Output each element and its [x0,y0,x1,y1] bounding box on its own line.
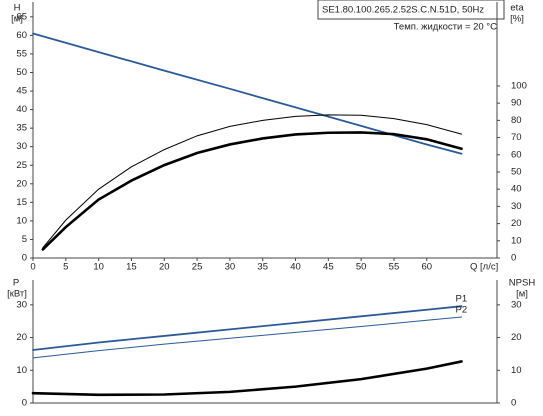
y-tick-label: 65 [16,11,27,22]
y2-label: NPSH [509,278,536,289]
x-tick-label: 0 [30,262,35,273]
y2-tick-label: 20 [511,332,522,343]
curve [42,114,463,249]
y-label: P [13,278,19,289]
x-tick-label: 45 [323,262,334,273]
y-tick-label: 45 [16,86,27,97]
y-tick-label: 35 [16,123,27,134]
x-tick-label: 10 [93,262,104,273]
curve [32,32,463,155]
series-label: P1 [456,294,468,305]
y-tick-label: 10 [16,215,27,226]
y2-tick-label: 100 [511,80,527,91]
y-tick-label: 0 [22,253,27,264]
y2-tick-label: 60 [511,149,522,160]
y-tick-label: 40 [16,104,27,115]
y-tick-label: 20 [16,178,27,189]
x-tick-label: 60 [421,262,432,273]
y-tick-label: 50 [16,67,27,78]
y-unit: [кВт] [7,289,27,300]
curve [41,131,463,251]
y-tick-label: 30 [16,141,27,152]
curve [32,305,463,351]
y2-tick-label: 70 [511,132,522,143]
y-tick-label: 30 [16,299,27,310]
y-tick-label: 60 [16,30,27,41]
y2-tick-label: 50 [511,166,522,177]
y-tick-label: 10 [16,365,27,376]
y2-tick-label: 10 [511,235,522,246]
y2-tick-label: 0 [511,398,516,409]
y-unit: [м] [11,14,23,25]
x-tick-label: 55 [389,262,400,273]
x-tick-label: 40 [290,262,301,273]
x-tick-label: 35 [257,262,268,273]
y-tick-label: 15 [16,197,27,208]
y2-tick-label: 10 [511,365,522,376]
title-box [317,0,505,20]
x-tick-label: 50 [356,262,367,273]
y-tick-label: 0 [22,398,27,409]
y2-tick-label: 80 [511,115,522,126]
y-tick-label: 25 [16,160,27,171]
y2-unit: [м] [516,289,528,300]
y-label: H [14,3,21,14]
y2-tick-label: 30 [511,299,522,310]
x-tick-label: 30 [225,262,236,273]
series-label: P2 [456,304,468,315]
y2-tick-label: 90 [511,98,522,109]
y2-tick-label: 20 [511,218,522,229]
x-tick-label: 5 [63,262,68,273]
y2-label: eta [510,3,524,14]
y-tick-label: 20 [16,332,27,343]
curve [31,360,463,397]
chart-title: SE1.80.100.265.2.52S.C.N.51D, 50Hz [322,5,484,16]
y2-tick-label: 0 [511,253,516,264]
y2-tick-label: 40 [511,184,522,195]
x-label: Q [л/с] [470,262,498,273]
y2-unit: [%] [510,14,524,25]
y-tick-label: 55 [16,48,27,59]
chart-subtitle: Темп. жидкости = 20 °C [394,22,497,33]
curve [32,316,463,359]
y2-tick-label: 30 [511,201,522,212]
y-tick-label: 5 [22,234,27,245]
x-tick-label: 15 [126,262,137,273]
x-tick-label: 20 [159,262,170,273]
x-tick-label: 25 [192,262,203,273]
